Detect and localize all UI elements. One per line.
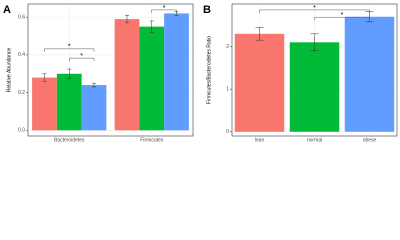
- panel-label: B: [203, 4, 211, 16]
- bar: [289, 42, 340, 132]
- significance-bracket: [314, 16, 370, 21]
- x-tick-label: normal: [307, 137, 322, 143]
- y-tick-label: 2: [226, 44, 229, 50]
- significance-star: *: [341, 12, 344, 19]
- bar: [81, 85, 107, 131]
- significance-bracket: [259, 9, 370, 13]
- bar: [344, 16, 395, 132]
- x-tick-label: Bacteroidetes: [54, 137, 85, 143]
- y-tick-label: 0.6: [18, 15, 25, 21]
- significance-bracket: [44, 48, 95, 52]
- bar: [114, 19, 140, 131]
- bar: [56, 73, 82, 131]
- significance-bracket: [69, 57, 95, 62]
- bar: [139, 26, 165, 131]
- significance-star: *: [163, 5, 166, 12]
- significance-bracket: [151, 9, 177, 13]
- y-axis-title: Firmicutes/Bacteroidetes Ratio: [206, 36, 212, 104]
- bar: [32, 77, 57, 131]
- bar: [164, 13, 189, 131]
- significance-star: *: [80, 53, 83, 60]
- bar: [234, 33, 285, 132]
- x-tick-label: Firmicutes: [140, 137, 164, 143]
- panel-label: A: [3, 4, 11, 16]
- significance-star: *: [313, 5, 316, 12]
- y-axis-title: Relative Abundance: [6, 48, 12, 93]
- figure: A Relative Abundance 0.0 0.2 0.4 0.6 Bacteroid…: [3, 3, 398, 143]
- y-tick-label: 0.0: [18, 128, 25, 134]
- x-tick-label: lean: [255, 137, 265, 143]
- y-tick-label: 0.2: [18, 90, 25, 96]
- y-tick-label: 0.4: [18, 52, 25, 58]
- x-tick-label: obese: [363, 137, 377, 143]
- significance-star: *: [68, 44, 71, 51]
- y-tick-label: 1: [226, 86, 229, 92]
- y-tick-label: 0: [226, 129, 229, 135]
